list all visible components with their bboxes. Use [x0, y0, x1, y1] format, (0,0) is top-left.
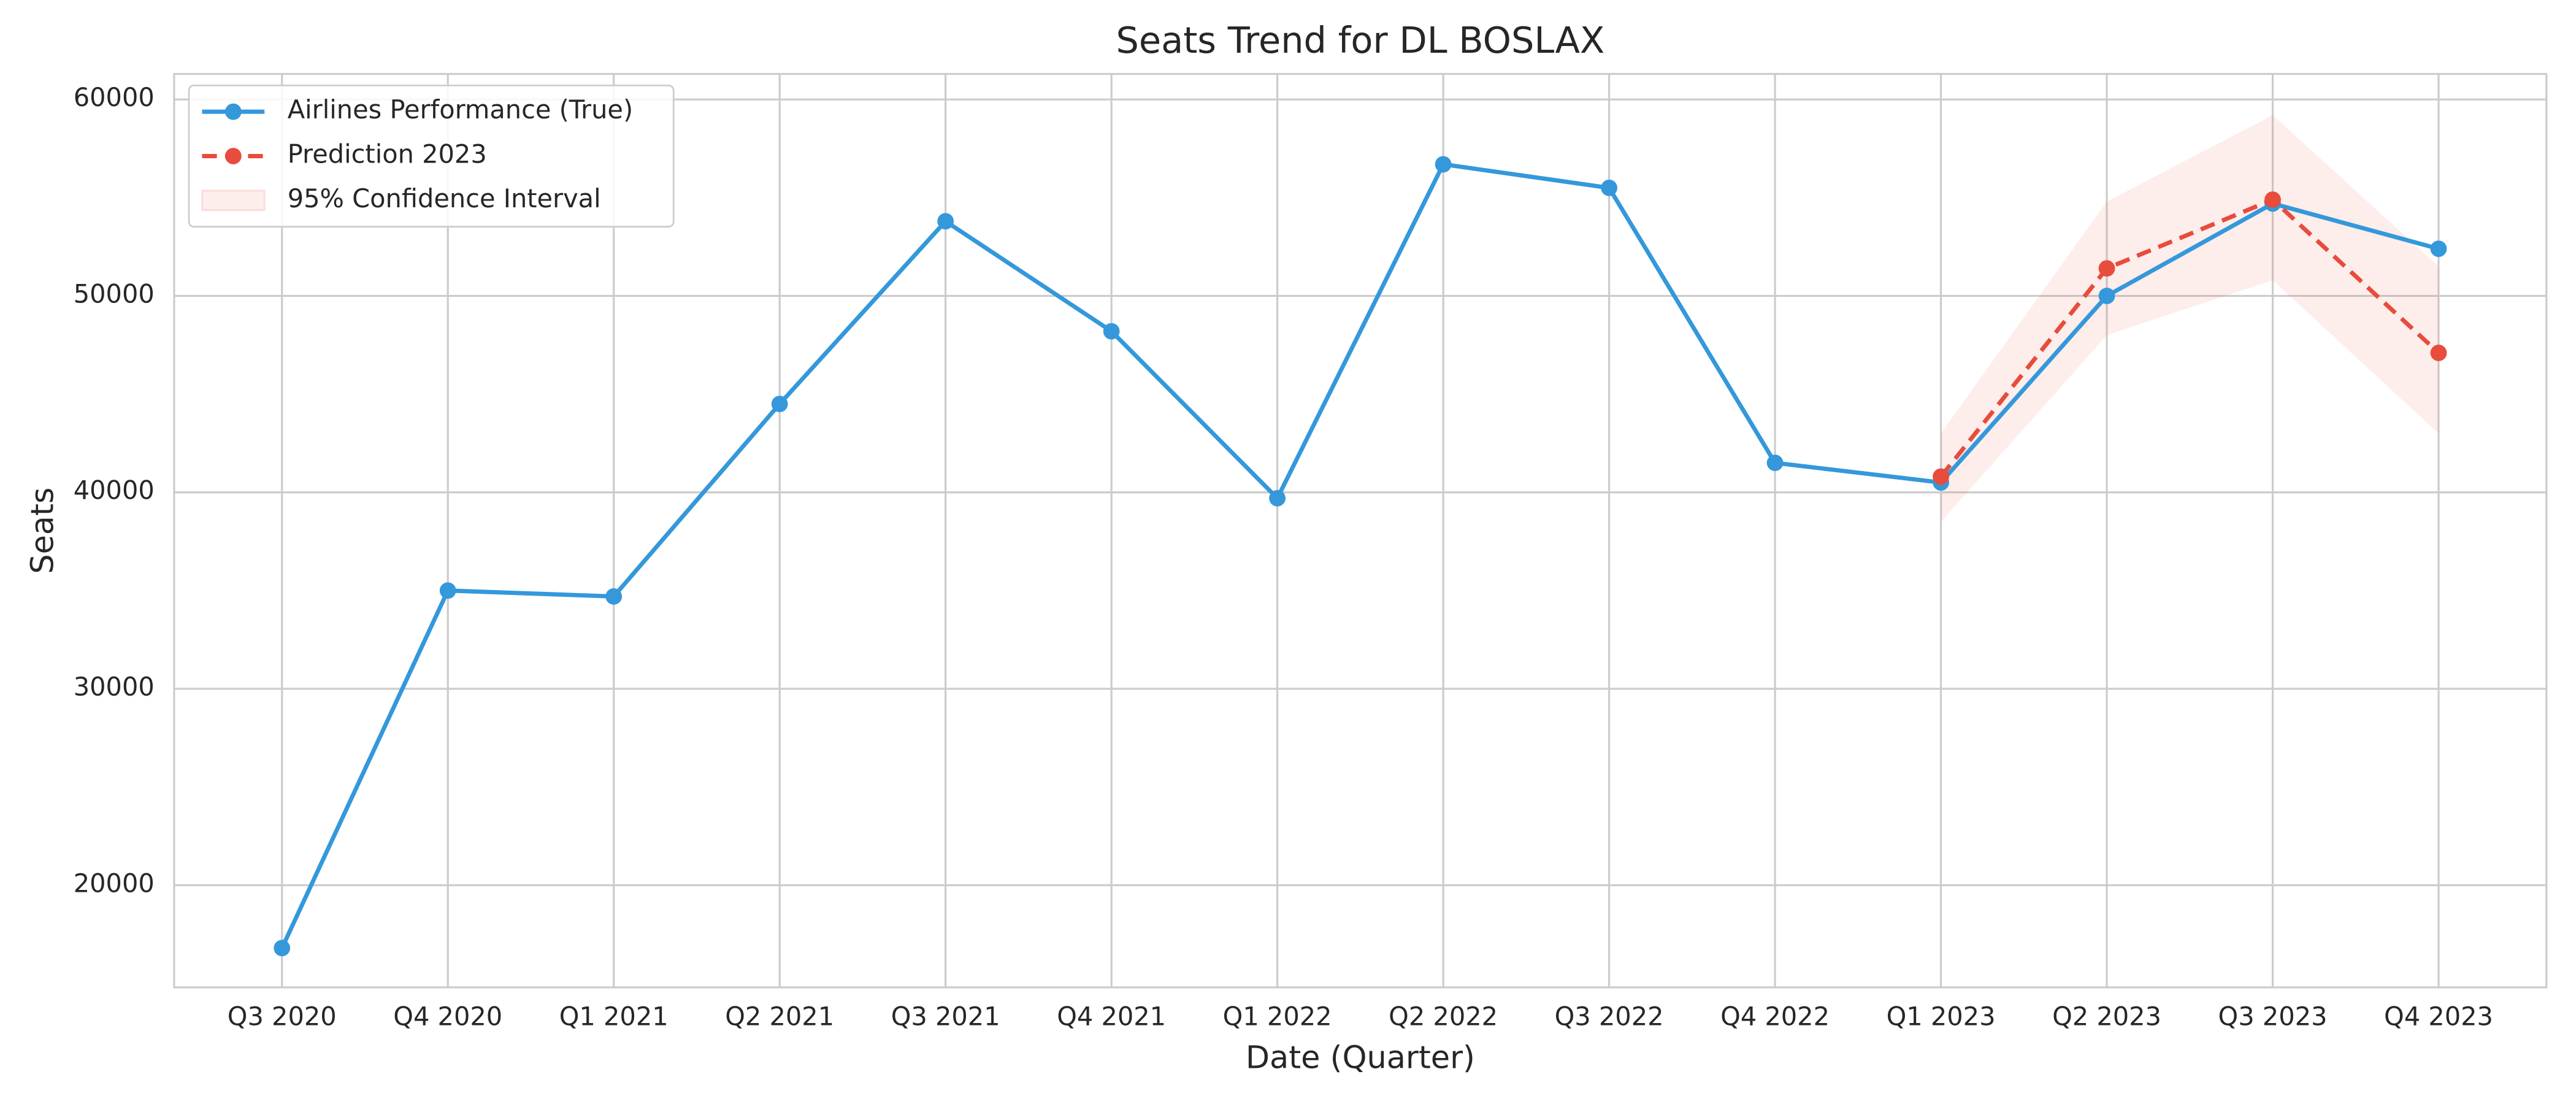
y-tick-label: 40000 [74, 475, 155, 505]
x-tick-label: Q3 2022 [1555, 1002, 1664, 1032]
data-point [1103, 323, 1120, 340]
data-point [1766, 454, 1784, 472]
plot-frame [173, 72, 2548, 989]
x-tick-label: Q3 2020 [228, 1002, 337, 1032]
x-tick-label: Q2 2021 [725, 1002, 834, 1032]
legend-box [188, 84, 675, 228]
x-tick-label: Q3 2021 [891, 1002, 1000, 1032]
data-point [1269, 489, 1286, 507]
data-point [2264, 191, 2281, 208]
x-tick-label: Q4 2021 [1057, 1002, 1166, 1032]
series-line [1939, 197, 2440, 478]
data-point [2098, 288, 2115, 304]
legend-swatch [201, 190, 266, 212]
y-tick-label: 20000 [74, 868, 155, 898]
x-tick-label: Q1 2021 [559, 1002, 669, 1032]
x-tick-label: Q2 2023 [2052, 1002, 2161, 1032]
grid: 20000 30000 40000 50000 60000 Q3 2020 Q4 2020 Q… [74, 74, 2547, 1032]
legend-marker [224, 148, 242, 164]
y-axis-label: Seats [25, 488, 61, 574]
legend: Airlines Performance (True) Prediction 20… [188, 84, 675, 228]
data-point [605, 588, 623, 605]
data-point [2430, 344, 2447, 361]
chart-title: Seats Trend for DL BOSLAX [1116, 19, 1604, 61]
plot [274, 115, 2447, 957]
y-tick-label: 50000 [74, 278, 155, 309]
data-point [274, 940, 291, 957]
legend-label: Airlines Performance (True) [288, 94, 633, 125]
data-point [937, 213, 954, 230]
data-point [2098, 260, 2115, 277]
x-tick-label: Q4 2022 [1720, 1002, 1830, 1032]
data-point [771, 396, 788, 412]
x-tick-label: Q3 2023 [2218, 1002, 2328, 1032]
data-point [1933, 468, 1949, 485]
x-axis-label: Date (Quarter) [1246, 1040, 1475, 1076]
x-tick-label: Q4 2023 [2384, 1002, 2493, 1032]
x-tick-label: Q1 2022 [1223, 1002, 1332, 1032]
data-point [439, 582, 456, 599]
x-tick-label: Q2 2022 [1389, 1002, 1498, 1032]
x-tick-label: Q4 2020 [393, 1002, 502, 1032]
x-tick-label: Q1 2023 [1887, 1002, 1996, 1032]
y-tick-label: 30000 [74, 672, 155, 702]
data-point [1435, 156, 1452, 173]
legend-label: Prediction 2023 [288, 139, 487, 169]
data-point [2430, 240, 2447, 257]
y-tick-label: 60000 [74, 82, 155, 112]
legend-label: 95% Confidence Interval [288, 183, 601, 213]
legend-marker [224, 103, 242, 120]
data-point [1601, 179, 1617, 196]
series-line [280, 162, 2439, 949]
